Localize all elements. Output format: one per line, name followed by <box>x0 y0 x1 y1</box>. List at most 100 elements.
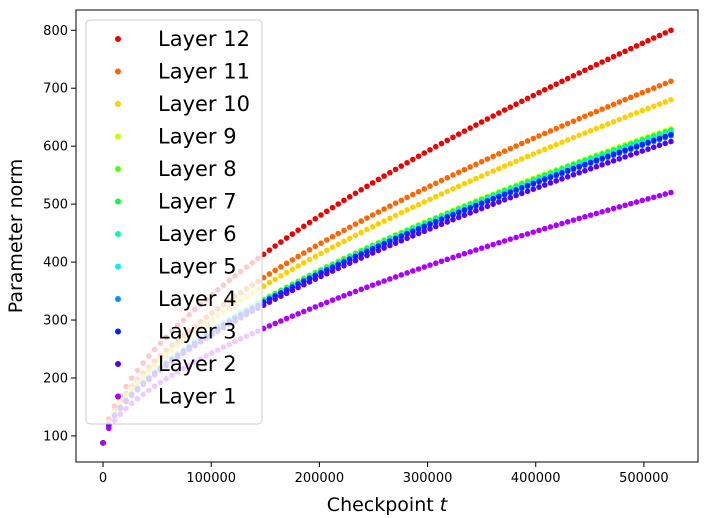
point-layer-3-66 <box>478 200 485 206</box>
point-layer-3-77 <box>541 176 548 182</box>
point-layer-10-40 <box>329 244 336 251</box>
point-layer-1-46 <box>364 284 370 291</box>
point-layer-10-58 <box>432 193 439 200</box>
point-layer-3-51 <box>392 235 399 242</box>
point-layer-1-84 <box>582 213 588 220</box>
point-layer-2-70 <box>501 197 508 203</box>
point-layer-2-53 <box>404 235 410 242</box>
point-layer-2-80 <box>559 176 565 182</box>
point-layer-11-36 <box>306 246 313 253</box>
point-layer-3-62 <box>455 209 462 216</box>
point-layer-10-49 <box>381 218 387 224</box>
point-layer-1-30 <box>272 320 278 327</box>
point-layer-1-69 <box>496 239 502 246</box>
point-layer-12-77 <box>541 87 548 93</box>
point-layer-1-37 <box>312 304 319 310</box>
point-layer-2-32 <box>283 290 290 297</box>
point-layer-1-60 <box>444 256 451 263</box>
legend-marker-5 <box>115 166 121 172</box>
point-layer-12-39 <box>323 208 330 215</box>
point-layer-11-45 <box>358 218 364 224</box>
point-layer-1-90 <box>616 204 623 210</box>
point-layer-11-72 <box>513 143 519 149</box>
point-layer-2-95 <box>645 146 651 152</box>
point-layer-10-59 <box>438 191 445 197</box>
point-layer-11-42 <box>341 227 347 234</box>
point-layer-12-44 <box>352 190 359 197</box>
point-layer-1-94 <box>639 197 646 204</box>
point-layer-2-64 <box>467 210 473 216</box>
point-layer-10-45 <box>358 229 364 236</box>
point-layer-12-59 <box>438 140 445 147</box>
point-layer-10-47 <box>369 223 376 230</box>
legend-label-3: Layer 10 <box>158 92 250 116</box>
point-layer-2-81 <box>564 173 571 180</box>
point-layer-10-66 <box>478 173 485 179</box>
point-layer-3-60 <box>444 214 451 220</box>
point-layer-11-46 <box>364 215 370 221</box>
point-layer-12-71 <box>507 104 514 110</box>
point-layer-11-73 <box>519 140 525 147</box>
point-layer-11-64 <box>467 164 473 170</box>
point-layer-2-49 <box>381 245 387 251</box>
point-layer-12-87 <box>599 59 605 65</box>
x-axis-label-text: Checkpoint <box>327 494 434 516</box>
point-layer-10-75 <box>530 151 537 157</box>
point-layer-2-74 <box>524 188 531 195</box>
point-layer-2-72 <box>513 192 519 199</box>
point-layer-2-31 <box>278 293 284 299</box>
point-layer-10-36 <box>306 256 313 263</box>
point-layer-10-84 <box>582 130 588 136</box>
point-layer-1-55 <box>415 266 422 272</box>
point-layer-12-99 <box>668 27 674 34</box>
point-layer-1-49 <box>381 278 387 284</box>
x-tick-label-3: 300000 <box>403 471 453 486</box>
point-layer-12-93 <box>633 43 640 49</box>
point-layer-12-96 <box>650 35 657 41</box>
legend-label-10: Layer 3 <box>158 320 237 344</box>
point-layer-12-86 <box>593 61 600 68</box>
point-layer-2-58 <box>432 223 439 230</box>
point-layer-12-88 <box>605 56 611 63</box>
point-layer-10-65 <box>473 175 479 182</box>
point-layer-12-60 <box>444 137 451 144</box>
point-layer-1-93 <box>633 199 640 205</box>
point-layer-10-71 <box>507 160 514 167</box>
point-layer-1-81 <box>564 219 571 225</box>
point-layer-10-81 <box>564 137 571 143</box>
point-layer-11-38 <box>318 240 324 246</box>
point-layer-1-54 <box>410 268 416 274</box>
point-layer-1-47 <box>369 282 376 288</box>
point-layer-11-62 <box>455 169 462 176</box>
point-layer-11-93 <box>633 92 640 98</box>
point-layer-3-40 <box>329 264 336 270</box>
point-layer-11-78 <box>547 128 554 134</box>
point-layer-12-57 <box>427 147 433 153</box>
x-tick-label-5: 500000 <box>619 471 669 486</box>
legend-label-9: Layer 4 <box>158 287 237 311</box>
point-layer-10-46 <box>364 226 370 233</box>
point-layer-3-80 <box>559 169 565 176</box>
point-layer-3-91 <box>622 147 628 154</box>
point-layer-12-56 <box>421 150 428 156</box>
point-layer-11-44 <box>352 221 359 227</box>
y-tick-label-7: 800 <box>43 24 68 39</box>
point-layer-11-92 <box>628 94 634 101</box>
point-layer-10-70 <box>501 163 508 169</box>
point-layer-3-97 <box>656 135 663 142</box>
point-layer-10-60 <box>444 188 451 195</box>
point-layer-1-50 <box>387 276 393 282</box>
x-axis-label: Checkpoint t <box>327 494 449 516</box>
point-layer-3-90 <box>616 149 623 156</box>
point-layer-11-71 <box>507 145 514 152</box>
point-layer-11-83 <box>576 115 582 122</box>
point-layer-10-87 <box>599 123 605 130</box>
point-layer-12-42 <box>341 197 347 204</box>
point-layer-2-84 <box>582 167 588 174</box>
point-layer-11-54 <box>410 191 416 198</box>
point-layer-12-31 <box>278 239 284 245</box>
point-layer-11-58 <box>432 180 439 187</box>
point-layer-2-36 <box>306 279 313 285</box>
point-layer-2-38 <box>318 273 324 280</box>
